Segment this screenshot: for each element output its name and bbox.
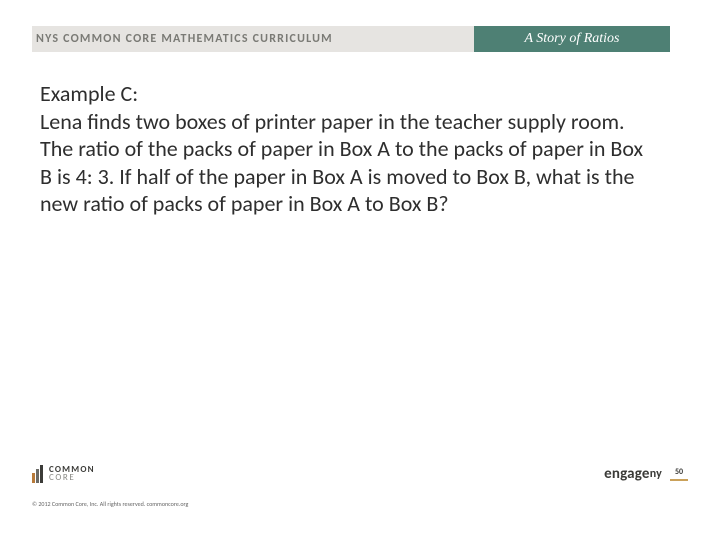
footer: COMMON CORE engageny 50 © 2012 Common Co…: [32, 460, 688, 510]
example-text: Lena finds two boxes of printer paper in…: [40, 108, 643, 218]
header-curriculum-label: NYS COMMON CORE MATHEMATICS CURRICULUM: [32, 26, 474, 52]
common-core-logo: COMMON CORE: [32, 465, 95, 483]
engageny-logo: engageny: [604, 465, 662, 483]
page-number-badge: 50: [670, 467, 688, 481]
common-core-logo-text: COMMON CORE: [49, 466, 95, 482]
example-body: Example C: Lena finds two boxes of print…: [40, 80, 652, 218]
slide: NYS COMMON CORE MATHEMATICS CURRICULUM A…: [0, 0, 720, 540]
page-number-underline: [670, 479, 688, 481]
footer-top-row: COMMON CORE engageny 50: [32, 460, 688, 488]
common-core-mark-icon: [32, 465, 43, 483]
common-core-logo-line2: CORE: [49, 474, 95, 482]
page-number: 50: [675, 467, 683, 477]
header-bar: NYS COMMON CORE MATHEMATICS CURRICULUM A…: [32, 26, 670, 52]
engageny-logo-part2: ny: [650, 467, 662, 481]
example-title: Example C:: [40, 80, 138, 107]
engageny-logo-part1: engage: [604, 465, 650, 483]
footer-right-brand: engageny 50: [604, 465, 688, 483]
copyright-text: © 2012 Common Core, Inc. All rights rese…: [32, 500, 688, 508]
header-module-title: A Story of Ratios: [474, 26, 670, 52]
